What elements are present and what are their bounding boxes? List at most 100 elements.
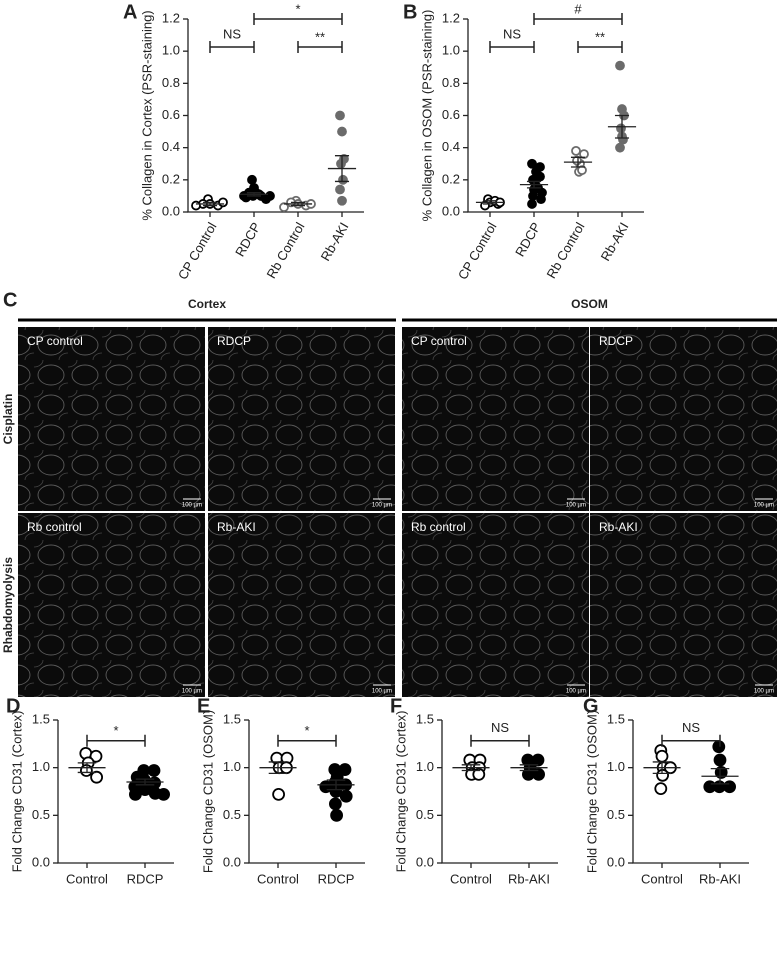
significance-bracket: [297, 40, 343, 53]
y-tick-label: 1.5: [607, 711, 625, 726]
micrograph: [590, 513, 777, 697]
panel-label: B: [403, 1, 417, 23]
data-point: [527, 199, 537, 209]
significance-label: **: [595, 29, 605, 44]
column-header: OSOM: [571, 297, 608, 311]
x-tick-label: Rb Control: [544, 220, 588, 281]
micrograph: [402, 513, 589, 697]
image-label: RDCP: [217, 334, 251, 348]
data-point: [339, 789, 353, 803]
image-label: Rb-AKI: [599, 520, 638, 534]
y-tick-label: 1.2: [162, 10, 180, 25]
data-point: [336, 158, 346, 169]
y-axis-label: % Collagen in Cortex (PSR-staining): [139, 10, 154, 220]
y-tick-label: 0.4: [442, 139, 460, 154]
sem-bar: [614, 114, 630, 139]
scale-label: 100 µm: [566, 503, 586, 509]
data-point: [319, 780, 333, 794]
significance-label: *: [295, 1, 300, 16]
y-tick-label: 1.0: [607, 759, 625, 774]
y-tick-label: 1.0: [162, 43, 180, 58]
y-tick-label: 1.0: [223, 759, 241, 774]
scale-label: 100 µm: [754, 503, 774, 509]
data-point: [279, 202, 289, 213]
data-point: [654, 782, 668, 796]
data-point: [272, 787, 286, 801]
y-tick-label: 0.8: [162, 75, 180, 90]
y-tick-label: 0.8: [442, 75, 460, 90]
panel-label: D: [6, 695, 20, 717]
sem-bar: [326, 779, 346, 791]
data-point: [536, 194, 546, 205]
x-tick-label: Control: [641, 871, 683, 886]
y-tick-label: 0.0: [442, 203, 460, 218]
data-point: [713, 753, 727, 767]
significance-bracket: [577, 40, 623, 53]
data-point: [528, 191, 538, 201]
y-tick-label: 0.0: [607, 854, 625, 869]
panel-label: C: [3, 289, 17, 311]
data-point: [191, 200, 201, 211]
data-point: [532, 767, 545, 781]
sem-bar: [519, 764, 539, 772]
y-axis-label: Fold Change CD31 (Cortex): [9, 711, 24, 873]
y-tick-label: 1.5: [32, 711, 50, 726]
x-tick-label: Control: [450, 871, 492, 886]
data-point: [579, 149, 589, 160]
data-point: [157, 787, 171, 801]
data-point: [655, 749, 669, 763]
y-tick-label: 1.0: [32, 759, 50, 774]
data-point: [247, 174, 257, 185]
sem-bar: [461, 764, 481, 772]
y-axis-label: Fold Change CD31 (OSOM): [200, 710, 215, 873]
x-tick-label: CP Control: [455, 220, 500, 282]
sem-bar: [652, 761, 672, 775]
x-tick-label: Rb-AKI: [598, 220, 632, 264]
scale-label: 100 µm: [566, 689, 586, 695]
sem-bar: [334, 155, 350, 183]
significance-label: **: [315, 29, 325, 44]
sem-bar: [290, 201, 306, 207]
panel-label: G: [583, 695, 599, 717]
y-tick-label: 0.2: [442, 171, 460, 186]
significance-label: *: [113, 723, 118, 738]
data-point: [615, 60, 625, 71]
micrograph: [18, 327, 205, 511]
significance-bracket: [86, 734, 146, 747]
y-tick-label: 0.2: [162, 171, 180, 186]
data-point: [712, 740, 726, 754]
sem-bar: [202, 201, 218, 207]
significance-bracket: [470, 734, 530, 747]
sem-bar: [77, 762, 97, 774]
scale-label: 100 µm: [372, 689, 392, 695]
significance-bracket: [277, 734, 337, 747]
data-point: [338, 763, 352, 776]
data-point: [218, 197, 228, 208]
panel-label: E: [197, 695, 210, 717]
data-point: [147, 764, 161, 777]
y-tick-label: 0.4: [162, 139, 180, 154]
data-point: [330, 808, 344, 822]
y-tick-label: 1.2: [442, 10, 460, 25]
micrograph: [208, 513, 395, 697]
sem-bar: [135, 778, 155, 786]
sem-bar: [268, 761, 288, 775]
image-label: CP control: [27, 334, 83, 348]
image-label: CP control: [411, 334, 467, 348]
image-label: RDCP: [599, 334, 633, 348]
x-tick-label: Rb-AKI: [318, 220, 352, 264]
data-point: [472, 767, 486, 781]
significance-label: #: [574, 1, 582, 16]
x-tick-label: Rb-AKI: [699, 871, 741, 886]
sem-bar: [526, 180, 542, 189]
data-point: [328, 797, 342, 811]
y-tick-label: 1.5: [223, 711, 241, 726]
data-point: [616, 123, 626, 134]
micrograph: [18, 513, 205, 697]
y-tick-label: 0.6: [162, 107, 180, 122]
scale-label: 100 µm: [182, 503, 202, 509]
scale-label: 100 µm: [182, 689, 202, 695]
significance-label: NS: [223, 26, 241, 41]
panel-label: A: [123, 1, 137, 23]
